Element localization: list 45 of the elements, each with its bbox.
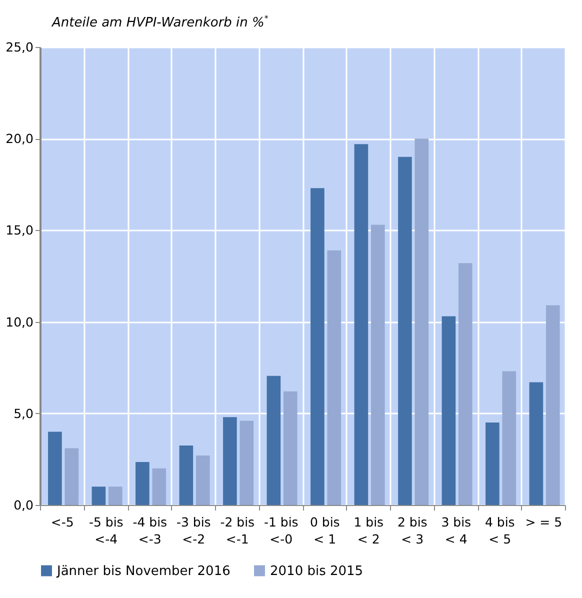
bar bbox=[310, 188, 324, 505]
legend-label: Jänner bis November 2016 bbox=[56, 564, 230, 579]
x-tick-label: 0 bis < 1 bbox=[310, 514, 340, 546]
bar bbox=[48, 432, 62, 505]
x-tick-label: 1 bis < 2 bbox=[354, 514, 384, 546]
legend-label: 2010 bis 2015 bbox=[270, 564, 364, 579]
bar bbox=[223, 417, 237, 505]
bar bbox=[196, 456, 210, 505]
x-tick-label: <-5 bbox=[50, 514, 74, 530]
y-tick-label: 15,0 bbox=[6, 222, 34, 238]
bar bbox=[64, 448, 79, 505]
y-tick-label: 10,0 bbox=[6, 314, 34, 330]
bar bbox=[442, 316, 456, 505]
bar bbox=[529, 382, 544, 505]
x-tick-label: -4 bis <-3 bbox=[132, 514, 168, 546]
x-tick-label: -5 bis <-4 bbox=[88, 514, 124, 546]
bar bbox=[398, 156, 412, 505]
bar bbox=[414, 138, 429, 505]
x-tick-label: 3 bis < 4 bbox=[441, 514, 472, 546]
x-tick-label: > = 5 bbox=[525, 514, 562, 530]
bar bbox=[458, 263, 472, 505]
bar bbox=[370, 224, 385, 505]
bar bbox=[354, 144, 368, 505]
bar bbox=[136, 462, 150, 505]
bar bbox=[266, 376, 281, 505]
x-tick-label: 2 bis < 3 bbox=[397, 514, 428, 546]
bar bbox=[283, 391, 298, 505]
chart-title: Anteile am HVPI-Warenkorb in %$^{*}$ bbox=[50, 13, 270, 32]
y-tick-label: 5,0 bbox=[14, 406, 34, 421]
x-tick-label: -1 bis <-0 bbox=[264, 514, 298, 546]
x-tick-label: -3 bis <-2 bbox=[176, 514, 211, 546]
x-tick-label: 4 bis < 5 bbox=[484, 514, 515, 546]
bar bbox=[108, 486, 122, 505]
bar bbox=[240, 420, 254, 505]
y-tick-label: 20,0 bbox=[6, 131, 34, 146]
bar bbox=[327, 250, 342, 505]
bar bbox=[179, 445, 194, 505]
bar bbox=[546, 305, 560, 505]
x-tick-label: -2 bis <-1 bbox=[220, 514, 255, 546]
bar bbox=[152, 468, 166, 505]
y-tick-label: 0,0 bbox=[14, 498, 34, 512]
bar bbox=[92, 486, 106, 505]
y-tick-label: 25,0 bbox=[6, 40, 34, 54]
bar bbox=[502, 371, 516, 505]
bar bbox=[486, 422, 500, 505]
